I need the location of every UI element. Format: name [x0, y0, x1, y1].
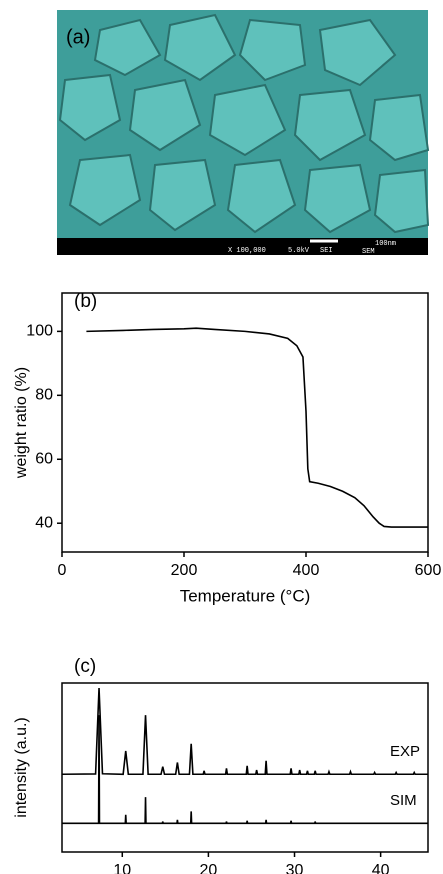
y-tick-label: 100 — [26, 323, 53, 340]
magnification: X 100,000 — [228, 247, 266, 255]
crystals — [58, 13, 430, 234]
y-tick-label: 60 — [35, 450, 53, 467]
series-line — [62, 715, 428, 825]
scale-label: 100nm — [375, 240, 396, 248]
y-tick-label: 40 — [35, 514, 53, 531]
panel-label: (a) — [66, 26, 90, 48]
detector: SEI — [320, 247, 333, 255]
y-tick-label: 80 — [35, 387, 53, 404]
plot-frame — [61, 682, 429, 853]
series-label: SIM — [390, 792, 417, 809]
series-label: EXP — [390, 743, 420, 760]
sem-image: X 100,000 5.0kV SEI 100nm SEM (a) — [57, 10, 430, 256]
panel-label: (c) — [74, 656, 96, 677]
x-tick-label: 20 — [200, 862, 218, 874]
instrument: SEM — [362, 248, 375, 256]
x-tick-label: 200 — [171, 562, 198, 579]
x-tick-label: 40 — [372, 862, 390, 874]
x-tick-label: 30 — [286, 862, 304, 874]
x-tick-label: 10 — [113, 862, 131, 874]
x-tick-label: 400 — [293, 562, 320, 579]
y-axis-label: intensity (a.u.) — [13, 717, 30, 817]
series-line — [61, 688, 428, 776]
plot-frame — [61, 292, 429, 553]
x-axis-label: Temperature (°C) — [180, 586, 311, 605]
series-line — [86, 327, 428, 528]
x-tick-label: 600 — [415, 562, 442, 579]
voltage: 5.0kV — [288, 247, 310, 255]
panel-label: (b) — [74, 291, 97, 312]
y-axis-label: weight ratio (%) — [13, 367, 30, 479]
x-tick-label: 0 — [58, 562, 67, 579]
